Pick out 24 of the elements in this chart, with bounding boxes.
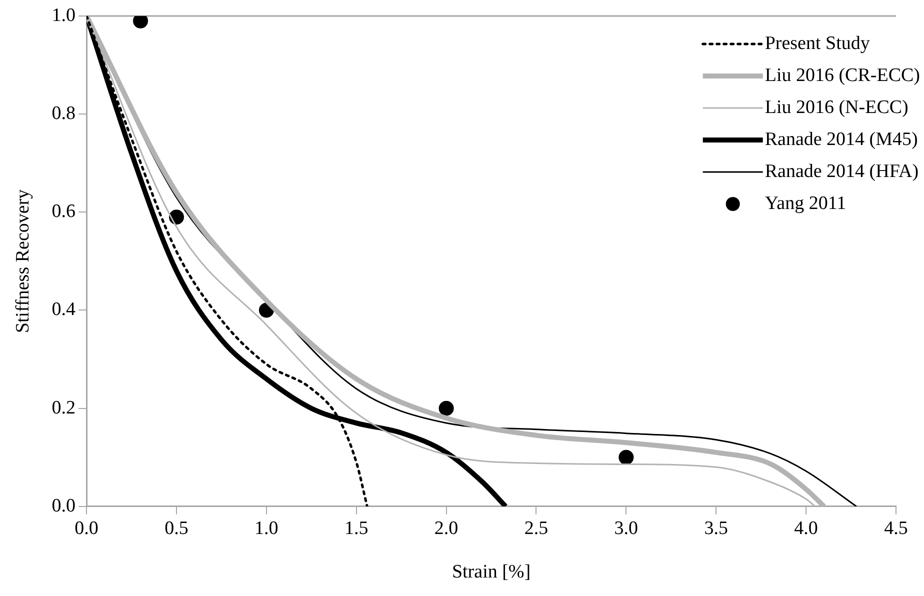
y-tick-label: 0.0 bbox=[52, 495, 76, 516]
x-tick-label: 1.5 bbox=[344, 518, 368, 539]
y-axis-title: Stiffness Recovery bbox=[12, 188, 34, 334]
x-tick-label: 3.5 bbox=[704, 518, 728, 539]
legend-label: Ranade 2014 (HFA) bbox=[764, 160, 919, 182]
x-tick-label: 3.0 bbox=[614, 518, 638, 539]
x-tick-label: 2.0 bbox=[434, 518, 458, 539]
x-tick-label: 0.0 bbox=[74, 518, 98, 539]
legend-label: Ranade 2014 (M45) bbox=[764, 128, 918, 150]
y-tick-label: 0.4 bbox=[52, 299, 76, 320]
x-tick-label: 4.5 bbox=[884, 518, 908, 539]
x-tick-label: 4.0 bbox=[794, 518, 818, 539]
legend-label: Liu 2016 (N-ECC) bbox=[764, 96, 908, 118]
x-tick-label: 1.0 bbox=[254, 518, 278, 539]
y-tick-label: 0.2 bbox=[52, 397, 76, 418]
legend-label: Liu 2016 (CR-ECC) bbox=[764, 64, 920, 86]
x-tick-label: 0.5 bbox=[164, 518, 188, 539]
y-tick-label: 0.6 bbox=[52, 201, 76, 222]
legend-label: Present Study bbox=[764, 32, 870, 54]
x-axis-title: Strain [%] bbox=[452, 562, 531, 583]
legend-label: Yang 2011 bbox=[764, 192, 846, 214]
x-tick-label: 2.5 bbox=[524, 518, 548, 539]
y-tick-label: 1.0 bbox=[52, 4, 76, 26]
y-tick-label: 0.8 bbox=[52, 103, 76, 124]
